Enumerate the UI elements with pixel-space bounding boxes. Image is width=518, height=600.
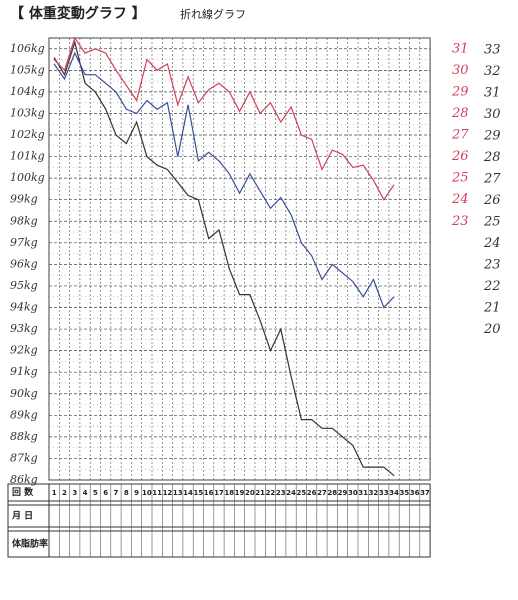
side-label: 28 — [483, 150, 501, 165]
y2-tick-label: 29 — [451, 84, 469, 99]
y-tick-label: 104kg — [10, 85, 45, 98]
x-tick-label: 21 — [255, 489, 265, 497]
y-tick-label: 100kg — [10, 171, 45, 184]
y-tick-label: 105kg — [10, 63, 45, 76]
y-tick-label: 94kg — [10, 301, 38, 314]
side-label: 23 — [483, 258, 501, 273]
y-tick-label: 87kg — [10, 451, 38, 464]
row-label: 体脂肪率 — [12, 538, 48, 550]
side-label: 33 — [484, 43, 501, 58]
x-tick-label: 30 — [348, 489, 358, 497]
y-tick-label: 98kg — [10, 214, 38, 227]
x-tick-label: 5 — [93, 489, 98, 497]
series-line — [53, 40, 395, 477]
plot-frame — [48, 37, 431, 481]
y-tick-label: 92kg — [10, 344, 38, 357]
y2-tick-label: 24 — [451, 192, 469, 207]
x-tick-label: 15 — [193, 489, 203, 497]
series-line — [53, 51, 395, 309]
x-tick-label: 7 — [114, 489, 119, 497]
x-tick-label: 18 — [224, 489, 234, 497]
y2-tick-label: 26 — [451, 149, 469, 164]
side-label: 29 — [483, 129, 501, 144]
x-tick-label: 24 — [286, 489, 296, 497]
row-label: 月 日 — [11, 511, 33, 522]
x-tick-label: 34 — [389, 489, 399, 497]
x-tick-label: 32 — [369, 489, 379, 497]
x-tick-label: 8 — [124, 489, 129, 497]
side-label: 27 — [483, 172, 501, 187]
x-tick-label: 36 — [410, 489, 420, 497]
x-tick-label: 16 — [204, 489, 214, 497]
side-label: 31 — [484, 86, 501, 101]
x-tick-label: 14 — [183, 489, 193, 497]
y-tick-label: 86kg — [10, 473, 38, 486]
x-tick-label: 6 — [103, 489, 108, 497]
chart-title: 【 体重変動グラフ 】 — [10, 5, 146, 22]
x-tick-label: 4 — [83, 489, 88, 497]
y-tick-label: 91kg — [10, 365, 38, 378]
x-tick-label: 23 — [276, 489, 286, 497]
x-tick-label: 37 — [420, 489, 430, 497]
side-label: 32 — [484, 64, 501, 79]
y-tick-label: 99kg — [10, 193, 38, 206]
side-label: 22 — [483, 279, 501, 294]
x-tick-label: 20 — [245, 489, 255, 497]
y2-tick-label: 27 — [451, 128, 469, 143]
side-label: 20 — [483, 322, 501, 337]
x-tick-label: 1 — [52, 489, 57, 497]
x-tick-label: 25 — [296, 489, 306, 497]
chart-subtitle: 折れ線グラフ — [180, 7, 246, 21]
y-tick-label: 103kg — [10, 106, 45, 119]
y-tick-label: 95kg — [10, 279, 38, 292]
x-tick-label: 22 — [266, 489, 276, 497]
x-tick-label: 28 — [327, 489, 337, 497]
y-tick-label: 93kg — [10, 322, 38, 335]
y2-tick-label: 30 — [452, 63, 469, 78]
x-tick-label: 33 — [379, 489, 389, 497]
y-tick-label: 97kg — [10, 236, 38, 249]
y-tick-label: 89kg — [10, 408, 38, 421]
y-tick-label: 96kg — [10, 257, 38, 270]
y-tick-label: 88kg — [10, 430, 38, 443]
x-tick-label: 27 — [317, 489, 327, 497]
x-tick-label: 29 — [338, 489, 348, 497]
x-tick-label: 31 — [358, 489, 368, 497]
y-tick-label: 90kg — [10, 387, 38, 400]
x-tick-label: 17 — [214, 489, 224, 497]
x-tick-label: 3 — [72, 489, 77, 497]
x-tick-label: 10 — [142, 489, 152, 497]
x-tick-label: 2 — [62, 489, 67, 497]
y-tick-label: 102kg — [10, 128, 45, 141]
x-tick-label: 13 — [173, 489, 183, 497]
y2-tick-label: 31 — [452, 41, 469, 56]
x-tick-label: 9 — [134, 489, 139, 497]
y2-tick-label: 25 — [451, 171, 469, 186]
y-tick-label: 101kg — [10, 150, 45, 163]
row-label: 回 数 — [12, 486, 34, 498]
side-label: 21 — [483, 301, 501, 316]
y2-tick-label: 28 — [451, 106, 469, 121]
x-tick-label: 12 — [163, 489, 173, 497]
y2-tick-label: 23 — [451, 214, 469, 229]
x-tick-label: 19 — [235, 489, 245, 497]
side-label: 26 — [483, 193, 501, 208]
x-tick-label: 11 — [152, 489, 162, 497]
x-tick-label: 35 — [399, 489, 409, 497]
side-label: 25 — [483, 215, 501, 230]
series-line — [53, 36, 395, 201]
side-label: 24 — [483, 236, 501, 251]
x-tick-label: 26 — [307, 489, 317, 497]
side-label: 30 — [484, 107, 501, 122]
y-tick-label: 106kg — [10, 42, 45, 55]
